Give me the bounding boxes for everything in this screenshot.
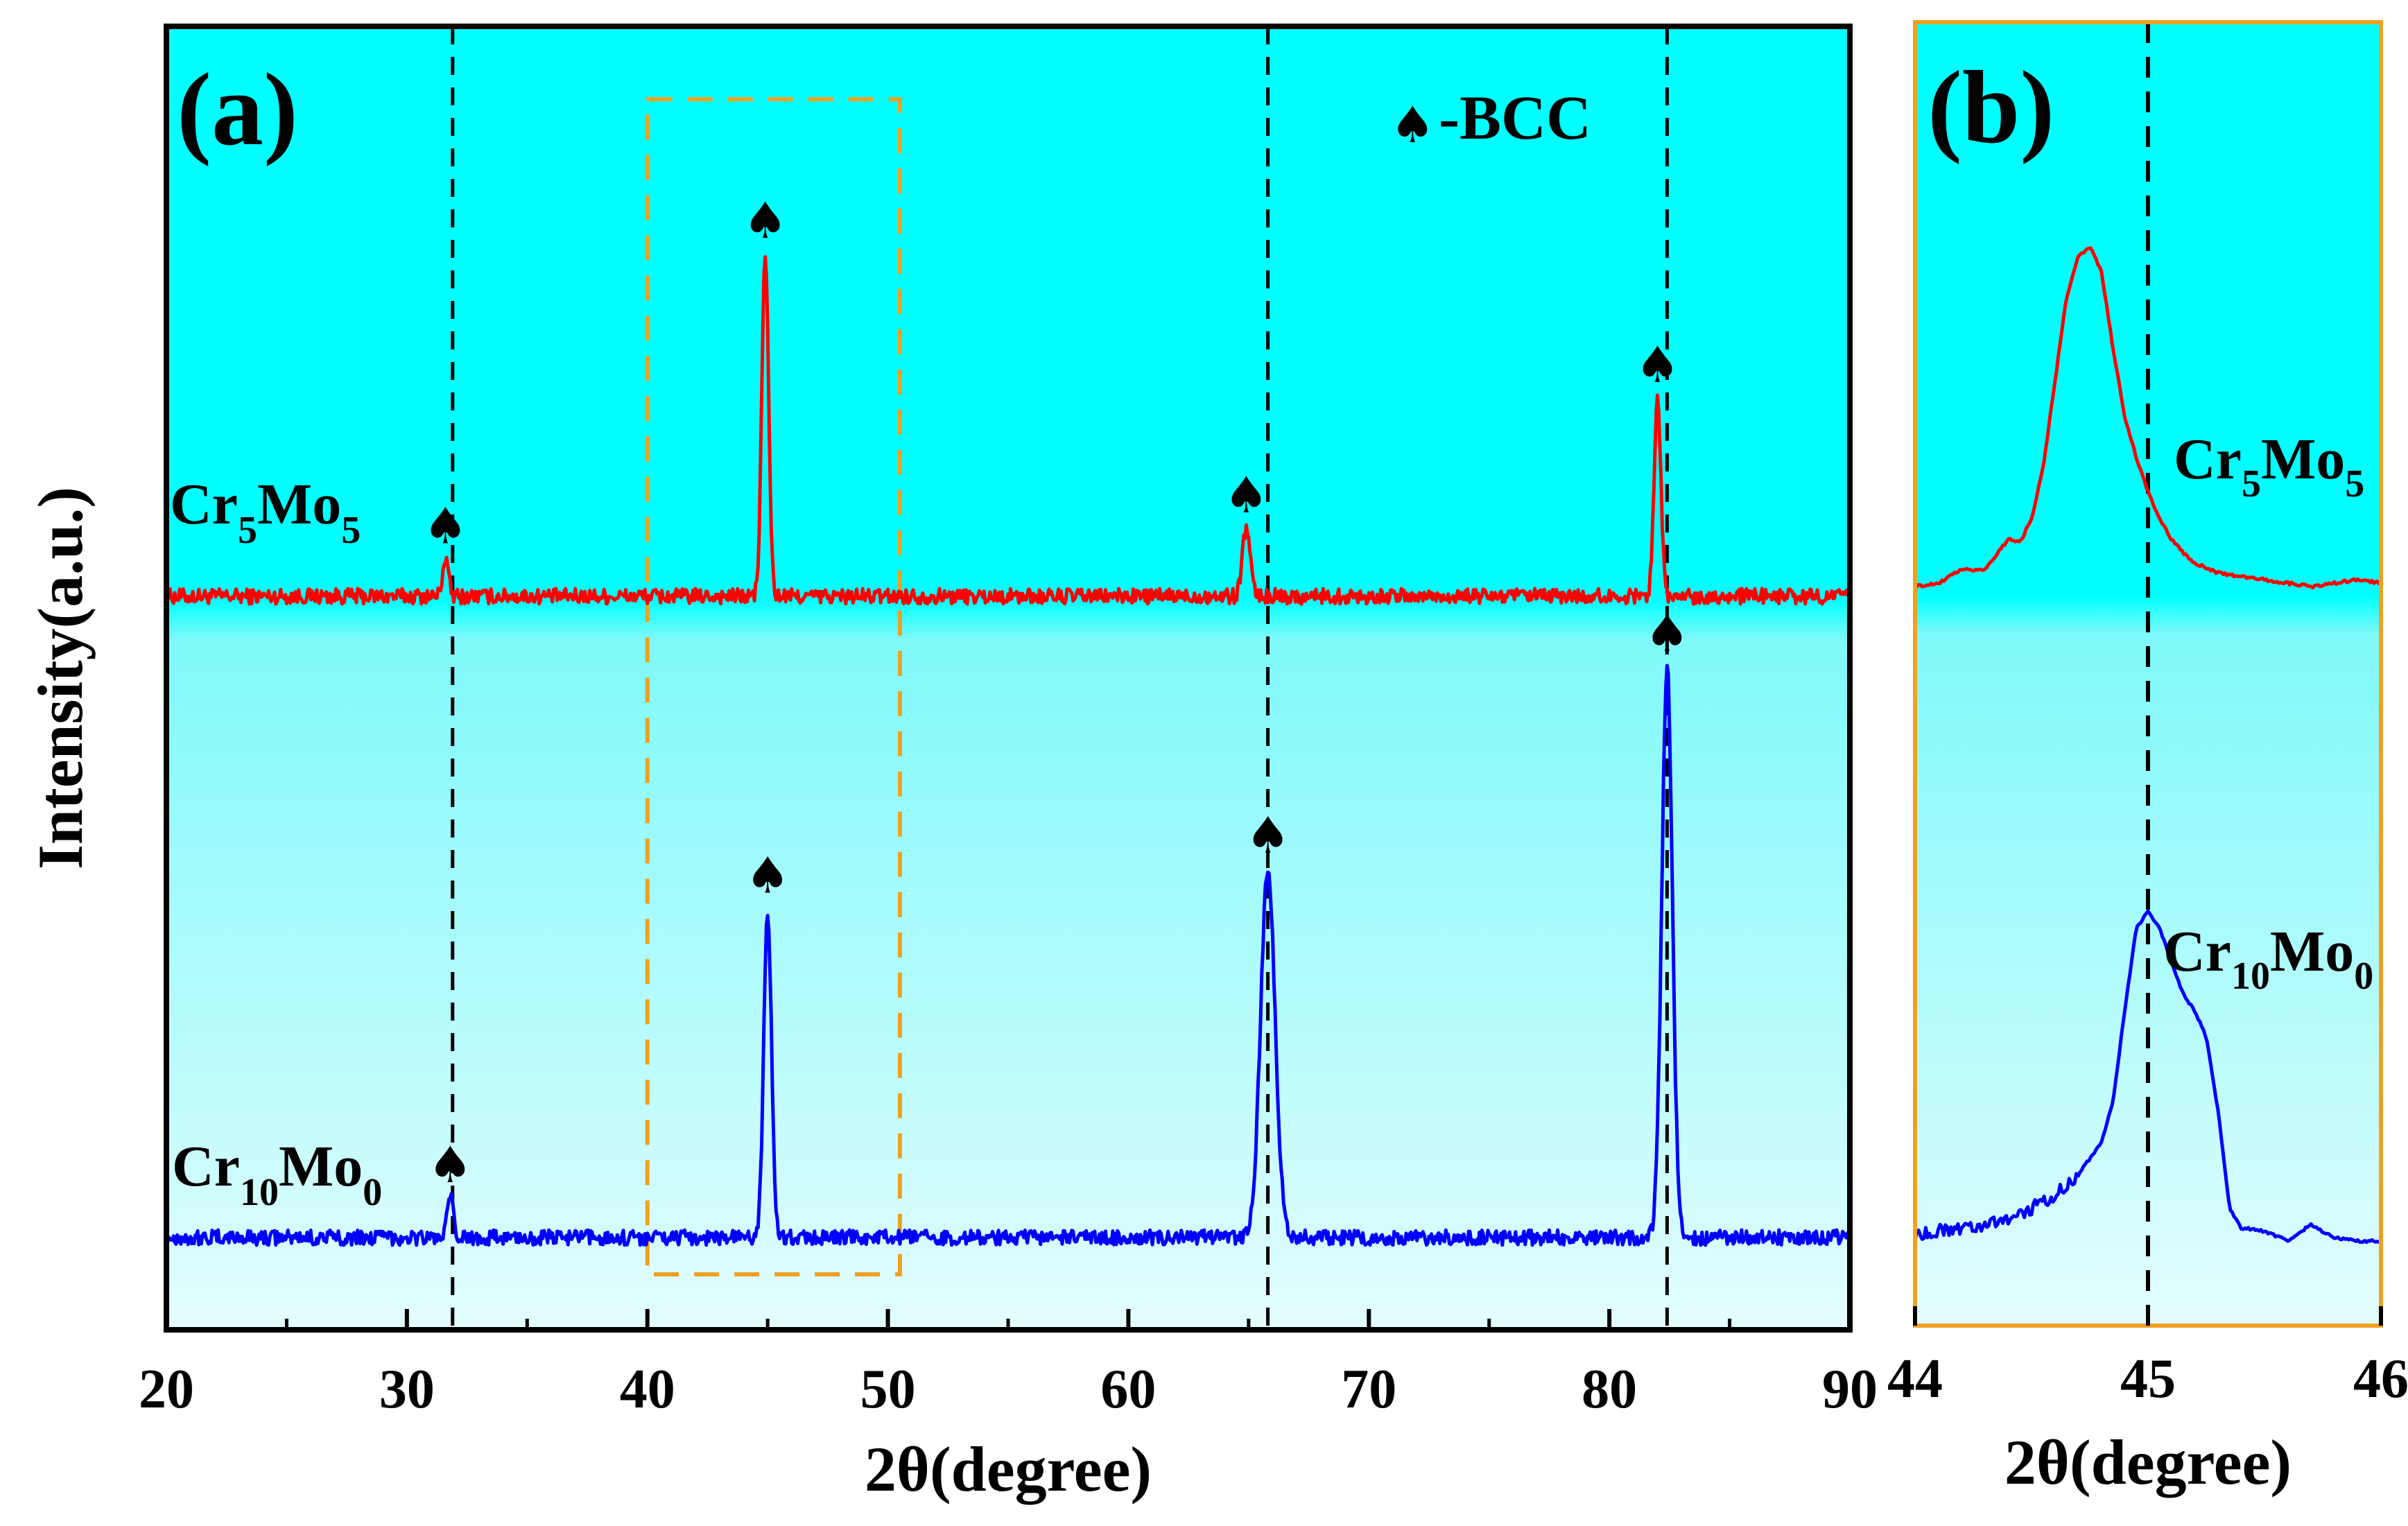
panel-a-label: (a) <box>177 52 298 167</box>
panel-b-series <box>1915 246 2381 1245</box>
panel-b-x-axis-title: 2θ(degree) <box>2004 1427 2292 1498</box>
x-tick-label: 30 <box>379 1359 435 1420</box>
x-tick-label: 80 <box>1582 1359 1637 1420</box>
series-label-cr5mo5: Cr5Mo5 <box>170 472 361 552</box>
x-tick-label: 60 <box>1100 1359 1156 1420</box>
panel-b: 44 45 46 (b) Cr5Mo5 Cr10Mo0 2θ(degree) <box>1887 20 2408 1498</box>
bcc-spade-icon: ♠ <box>1245 806 1290 865</box>
panel-a-x-axis-title: 2θ(degree) <box>865 1434 1152 1505</box>
x-tick-label: 20 <box>139 1359 194 1420</box>
panel-b-x-ticks: 44 45 46 <box>1887 1306 2408 1410</box>
panel-b-background <box>1915 22 2381 1326</box>
panel-a-markers: ♠ ♠ ♠ ♠ ♠ ♠ ♠ ♠ <box>423 191 1690 1194</box>
panel-a: ♠ ♠ ♠ ♠ ♠ ♠ ♠ ♠ 20 30 40 50 60 70 80 90 (a) ♠ -BCC Cr5… <box>25 24 1878 1505</box>
legend: ♠ -BCC <box>1390 84 1591 154</box>
bcc-spade-icon: ♠ <box>745 847 790 905</box>
panel-a-x-ticks: 20 30 40 50 60 70 80 90 <box>139 1309 1878 1420</box>
series-line-cr5mo5 <box>166 255 1850 606</box>
panel-b-label-cr10mo0: Cr10Mo0 <box>2163 919 2373 998</box>
panel-b-series-line-cr5mo5 <box>1915 246 2381 589</box>
bcc-spade-icon: ♠ <box>423 497 468 555</box>
x-tick-label: 90 <box>1822 1359 1878 1420</box>
legend-spade-icon: ♠ <box>1390 96 1435 154</box>
series-line-cr10mo0 <box>166 664 1850 1247</box>
x-tick-label: 50 <box>860 1359 916 1420</box>
bcc-spade-icon: ♠ <box>1645 605 1690 663</box>
highlight-box <box>645 97 902 1276</box>
panel-b-label-cr5mo5: Cr5Mo5 <box>2174 427 2364 505</box>
legend-text: -BCC <box>1439 84 1591 153</box>
x-tick-label: 70 <box>1341 1359 1396 1420</box>
panel-a-background <box>166 26 1850 1330</box>
panel-a-series <box>166 255 1850 1247</box>
bcc-spade-icon: ♠ <box>428 1136 473 1194</box>
panel-b-series-line-cr10mo0 <box>1915 909 2381 1245</box>
bcc-spade-icon: ♠ <box>743 191 788 250</box>
y-axis-title: Intensity(a.u.) <box>25 487 96 869</box>
panel-b-label: (b) <box>1928 50 2054 165</box>
bcc-spade-icon: ♠ <box>1635 336 1680 394</box>
panel-b-x-tick-label: 44 <box>1887 1349 1943 1410</box>
panel-b-x-tick-label: 45 <box>2120 1349 2176 1410</box>
x-tick-label: 40 <box>620 1359 675 1420</box>
series-label-cr10mo0: Cr10Mo0 <box>172 1134 382 1214</box>
bcc-spade-icon: ♠ <box>1224 466 1269 524</box>
panel-b-x-tick-label: 46 <box>2353 1349 2408 1410</box>
